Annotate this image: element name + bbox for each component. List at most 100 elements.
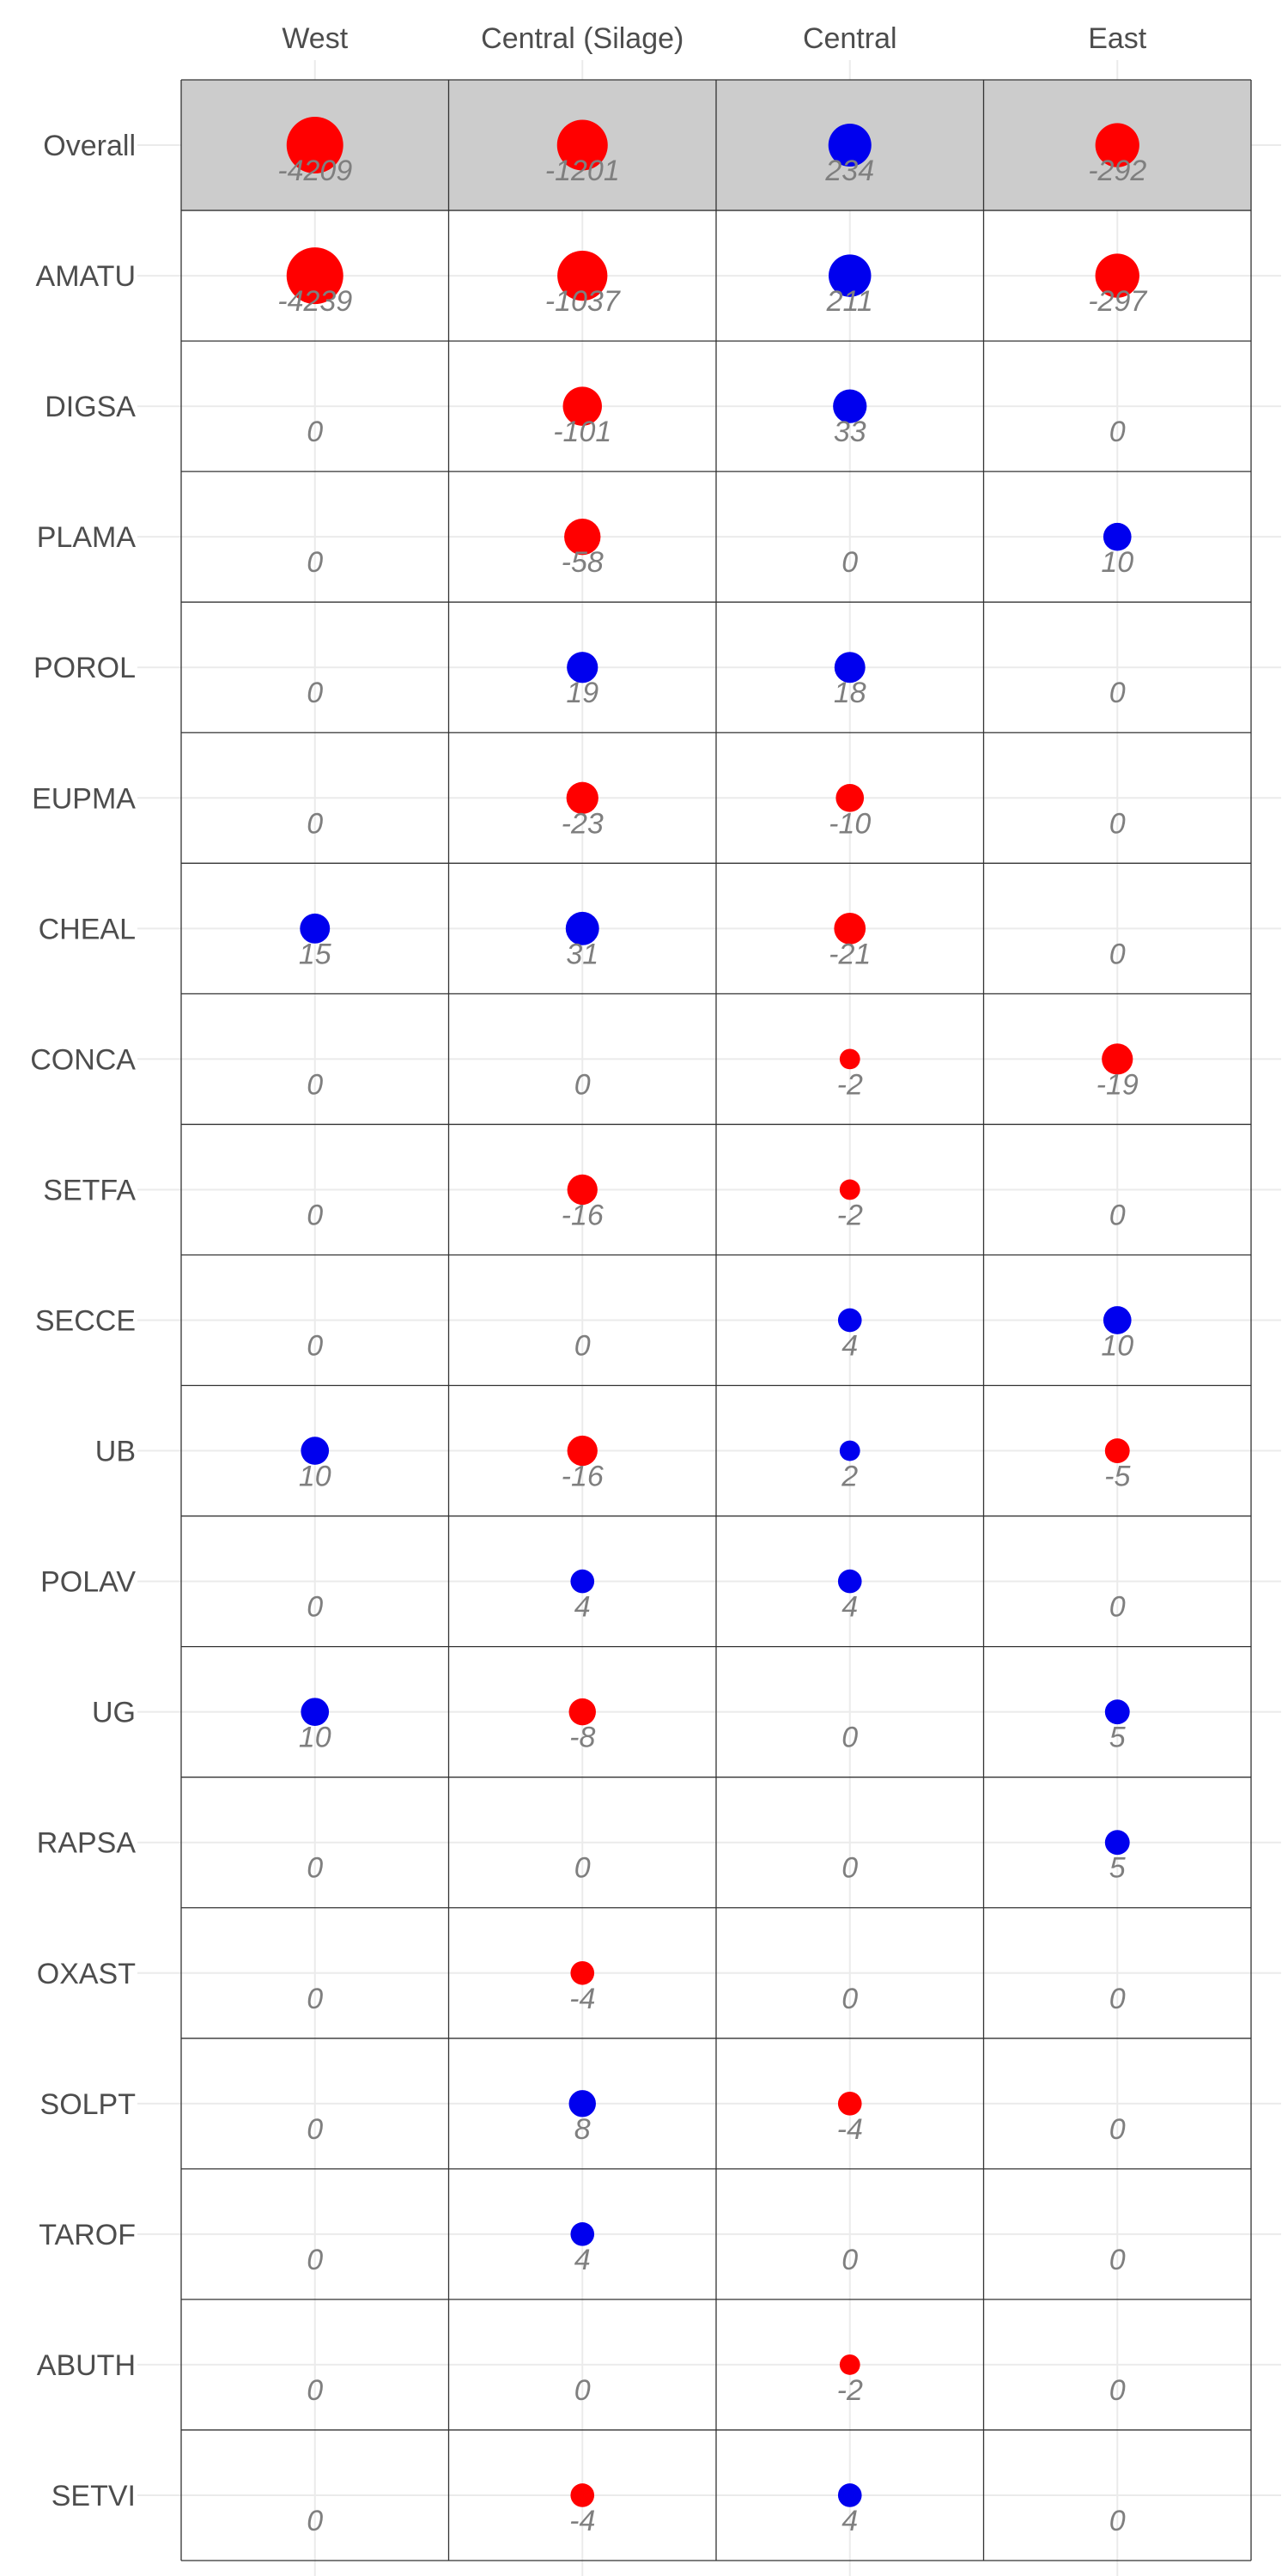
value-label: 0 bbox=[1109, 2113, 1126, 2146]
value-label: 4 bbox=[574, 2244, 591, 2276]
bubble-point bbox=[570, 2483, 595, 2507]
value-label: 10 bbox=[1101, 546, 1133, 579]
value-label: 0 bbox=[307, 416, 323, 448]
value-label: 0 bbox=[307, 1330, 323, 1363]
bubble-point bbox=[567, 652, 598, 683]
bubble-point bbox=[839, 1048, 860, 1070]
row-label: PLAMA bbox=[37, 521, 137, 554]
value-label: -2 bbox=[837, 2374, 863, 2407]
value-label: 15 bbox=[299, 938, 331, 970]
value-label: 0 bbox=[841, 1983, 858, 2015]
value-label: 4 bbox=[574, 1591, 591, 1624]
value-label: 0 bbox=[307, 2505, 323, 2537]
bubble-point bbox=[835, 783, 865, 812]
column-label: Central bbox=[803, 22, 897, 55]
value-label: 0 bbox=[307, 1983, 323, 2015]
bubble-point bbox=[837, 1569, 862, 1594]
value-label: -297 bbox=[1088, 285, 1147, 318]
value-label: 0 bbox=[307, 1852, 323, 1885]
value-label: 10 bbox=[299, 1461, 331, 1493]
value-label: -23 bbox=[562, 807, 604, 840]
value-label: 0 bbox=[574, 1852, 591, 1885]
bubble-point bbox=[1103, 1306, 1132, 1334]
value-label: 0 bbox=[307, 2113, 323, 2146]
value-label: -19 bbox=[1097, 1068, 1139, 1101]
value-label: 0 bbox=[307, 546, 323, 579]
bubble-point bbox=[567, 1435, 598, 1467]
value-label: 0 bbox=[841, 1852, 858, 1885]
row-label: SOLPT bbox=[40, 2088, 136, 2121]
bubble-point bbox=[557, 250, 608, 301]
column-label: West bbox=[282, 22, 348, 55]
bubble-point bbox=[839, 2354, 860, 2375]
value-label: 0 bbox=[1109, 2244, 1126, 2276]
value-label: -16 bbox=[562, 1461, 604, 1493]
value-label: 0 bbox=[307, 2374, 323, 2407]
value-label: 31 bbox=[566, 938, 598, 970]
value-label: 2 bbox=[841, 1461, 858, 1493]
bubble-point bbox=[837, 2483, 862, 2507]
value-label: -2 bbox=[837, 1068, 863, 1101]
bubble-point bbox=[301, 1437, 330, 1465]
row-label: AMATU bbox=[36, 260, 136, 293]
value-label: -16 bbox=[562, 1199, 604, 1231]
row-label: EUPMA bbox=[32, 782, 136, 815]
value-label: 0 bbox=[307, 807, 323, 840]
value-label: 0 bbox=[307, 2244, 323, 2276]
bubble-point bbox=[301, 1698, 330, 1726]
value-label: 0 bbox=[307, 1199, 323, 1231]
value-label: 33 bbox=[834, 416, 866, 448]
row-label: CONCA bbox=[30, 1043, 136, 1076]
row-label: TAROF bbox=[39, 2219, 136, 2251]
value-label: -5 bbox=[1104, 1461, 1130, 1493]
bubble-point bbox=[570, 2222, 595, 2246]
bubble-point bbox=[556, 119, 608, 171]
value-label: 0 bbox=[841, 2244, 858, 2276]
value-label: 10 bbox=[1101, 1330, 1133, 1363]
bubble-point bbox=[1104, 1699, 1130, 1725]
value-label: -4 bbox=[569, 1983, 595, 2015]
value-label: 234 bbox=[824, 155, 874, 187]
value-label: 0 bbox=[307, 1591, 323, 1624]
bubble-point bbox=[829, 254, 872, 297]
bubble-point bbox=[1103, 522, 1132, 551]
row-label: RAPSA bbox=[37, 1827, 137, 1860]
value-label: 0 bbox=[574, 2374, 591, 2407]
bubble-point bbox=[562, 386, 602, 426]
value-label: 10 bbox=[299, 1722, 331, 1754]
value-label: -4209 bbox=[277, 155, 352, 187]
value-label: 0 bbox=[841, 546, 858, 579]
value-label: 0 bbox=[1109, 677, 1126, 709]
column-label: East bbox=[1088, 22, 1147, 55]
bubble-point bbox=[570, 1569, 595, 1594]
row-label: ABUTH bbox=[37, 2349, 136, 2382]
bubble-point bbox=[567, 1174, 598, 1206]
value-label: -8 bbox=[569, 1722, 595, 1754]
value-label: 0 bbox=[1109, 416, 1126, 448]
bubble-point bbox=[1104, 1438, 1130, 1463]
bubble-point bbox=[828, 124, 872, 167]
value-label: -4239 bbox=[277, 285, 352, 318]
row-label: DIGSA bbox=[45, 391, 136, 423]
value-label: 0 bbox=[574, 1330, 591, 1363]
bubble-point bbox=[839, 1440, 860, 1461]
value-label: 5 bbox=[1109, 1722, 1126, 1754]
row-label: POLAV bbox=[40, 1566, 136, 1599]
row-label: Overall bbox=[43, 130, 136, 162]
value-label: -10 bbox=[829, 807, 871, 840]
bubble-point bbox=[568, 2090, 596, 2117]
value-label: -1037 bbox=[545, 285, 621, 318]
value-label: 4 bbox=[841, 1591, 858, 1624]
row-label: SETFA bbox=[43, 1174, 136, 1206]
value-label: 18 bbox=[834, 677, 866, 709]
row-label: SECCE bbox=[35, 1305, 136, 1338]
bubble-point bbox=[566, 781, 598, 814]
bubble-point bbox=[1095, 123, 1139, 167]
bubble-point bbox=[286, 247, 343, 305]
value-label: 5 bbox=[1109, 1852, 1126, 1885]
row-label: UB bbox=[95, 1436, 136, 1468]
bubble-point bbox=[286, 117, 343, 174]
value-label: 0 bbox=[307, 1068, 323, 1101]
bubble-point bbox=[564, 519, 601, 556]
